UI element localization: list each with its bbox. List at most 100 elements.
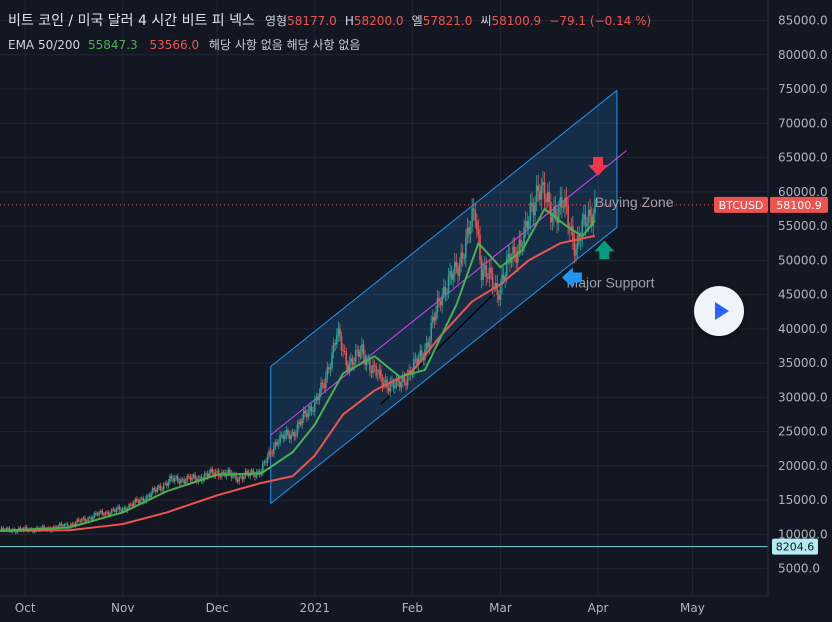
price-candle <box>304 410 307 414</box>
price-candle <box>331 352 333 368</box>
price-candle <box>172 478 174 482</box>
price-candle <box>98 512 100 516</box>
price-candle <box>589 209 591 216</box>
price-candle <box>312 411 314 413</box>
price-candle <box>321 382 324 384</box>
price-candle <box>301 419 303 425</box>
price-candle <box>315 396 318 402</box>
price-candle <box>417 358 420 365</box>
price-candle <box>73 524 75 526</box>
price-candle <box>362 344 365 355</box>
price-candle <box>498 294 500 300</box>
arrow-up-icon <box>594 240 615 260</box>
price-candle <box>123 507 126 509</box>
price-candle <box>592 213 595 227</box>
price-tick-label: 65000.0 <box>778 151 828 165</box>
price-tick-label: 70000.0 <box>778 116 828 130</box>
price-candle <box>199 476 201 478</box>
price-candle <box>461 252 464 259</box>
price-candle <box>487 277 489 279</box>
price-candle <box>66 524 69 528</box>
price-candle <box>82 517 85 519</box>
price-tick-label: 20000.0 <box>778 459 828 473</box>
price-candle <box>499 285 502 300</box>
indicator-na-text: 해당 사항 없음 해당 사항 없음 <box>208 38 361 52</box>
channel-lower-line <box>270 227 618 504</box>
price-candle <box>365 361 368 366</box>
price-candle <box>293 432 296 437</box>
price-candle <box>103 514 105 516</box>
price-candle <box>197 477 200 482</box>
price-candle <box>203 473 206 480</box>
price-tick-label: 60000.0 <box>778 185 828 199</box>
price-candle <box>548 192 551 203</box>
price-candle <box>206 473 209 477</box>
price-tick-label: 45000.0 <box>778 288 828 302</box>
price-candle <box>162 484 165 490</box>
annotations: Buying Zone Major Support <box>561 156 674 291</box>
price-candle <box>537 185 540 191</box>
price-candle <box>323 383 325 389</box>
price-candle <box>469 226 472 235</box>
price-candle <box>361 344 363 353</box>
symbol-tag-label: BTCUSD <box>719 199 764 212</box>
price-candle <box>502 274 505 280</box>
price-candle <box>441 295 444 306</box>
price-candle <box>562 207 565 209</box>
price-candle <box>354 350 357 363</box>
price-candle <box>175 476 178 478</box>
price-candle <box>317 396 319 400</box>
price-candle <box>59 523 61 526</box>
price-candle <box>452 274 455 280</box>
price-candle <box>458 264 461 276</box>
price-candle <box>535 185 538 202</box>
ema50-line <box>0 207 596 532</box>
open-value: 58177.0 <box>287 14 337 28</box>
time-tick-label: May <box>680 601 705 615</box>
price-candle <box>521 246 524 248</box>
price-candle <box>414 358 417 360</box>
price-candle <box>313 401 316 412</box>
price-candle <box>62 525 64 527</box>
price-candle <box>211 468 214 473</box>
price-candle <box>375 365 377 376</box>
price-candle <box>232 474 234 478</box>
price-candle <box>370 370 373 374</box>
price-candle <box>280 434 283 436</box>
price-candle <box>173 477 176 482</box>
last-price-tag-background <box>770 196 828 213</box>
price-candle <box>446 292 448 295</box>
price-candle <box>326 367 329 378</box>
price-tick-label: 40000.0 <box>778 322 828 336</box>
price-candle <box>358 349 360 357</box>
price-candle <box>95 513 97 515</box>
price-candle <box>457 267 459 276</box>
price-candle <box>87 517 89 522</box>
level-tag-value: 8204.6 <box>776 541 815 554</box>
price-candle <box>128 504 130 510</box>
price-candle <box>332 343 335 353</box>
indicator-legend[interactable]: EMA 50/200 55847.3 53566.0 해당 사항 없음 해당 사… <box>8 36 360 53</box>
price-candle <box>24 526 26 528</box>
price-candle <box>403 376 406 383</box>
price-candle <box>7 528 9 529</box>
price-candle <box>504 276 506 280</box>
price-candle <box>216 470 218 472</box>
price-candle <box>60 523 63 526</box>
symbol-title[interactable]: 비트 코인 / 미국 달러 4 시간 비트 피 넥스 <box>8 13 255 29</box>
play-button[interactable] <box>694 286 744 336</box>
price-candle <box>567 205 569 228</box>
price-candle <box>324 377 327 389</box>
price-candle <box>369 359 371 371</box>
level-tag-background <box>772 538 818 555</box>
price-candle <box>513 246 516 254</box>
price-candle <box>121 508 124 512</box>
price-candle <box>479 234 481 260</box>
price-candle <box>74 522 77 526</box>
price-candle <box>158 485 160 488</box>
price-candle <box>397 378 399 382</box>
price-candle <box>302 410 305 420</box>
